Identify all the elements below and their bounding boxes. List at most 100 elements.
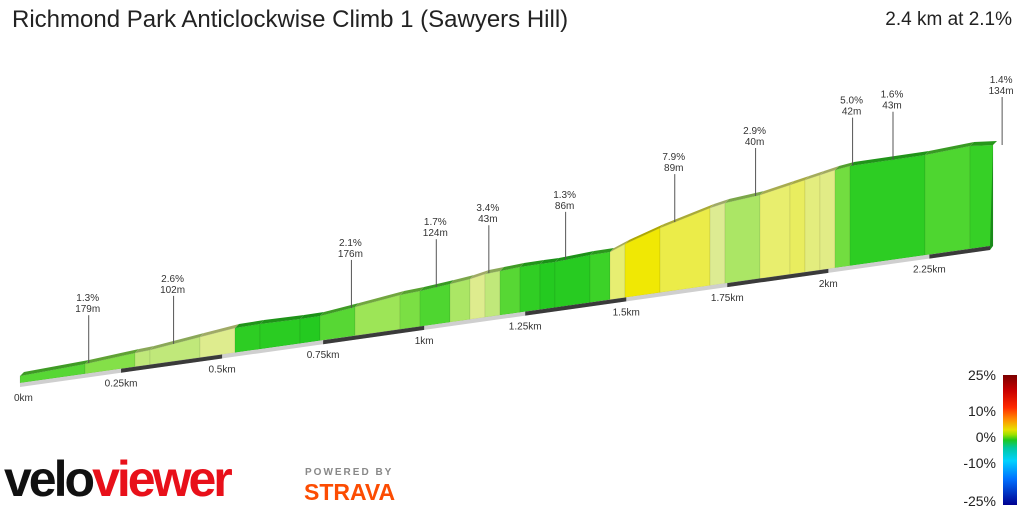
x-tick-label: 2.25km	[913, 265, 946, 276]
gradient-segment-top	[760, 181, 794, 195]
gradient-segment-top	[970, 141, 997, 146]
gradient-segment-top	[925, 142, 974, 155]
logo-viewer-text: viewer	[92, 451, 233, 507]
gradient-segment-top	[520, 260, 544, 267]
x-tick-label: 2km	[819, 279, 838, 290]
gradient-segment	[399, 290, 421, 330]
x-tick-label: 1.5km	[613, 307, 640, 318]
gradient-segment-top	[590, 248, 614, 255]
gradient-segment	[849, 154, 926, 267]
gradient-segment-top	[420, 280, 454, 291]
x-tick-label: 0km	[14, 393, 33, 404]
gradient-segment-top	[540, 258, 559, 264]
gradient-segment	[804, 174, 821, 273]
gradient-segment-top	[805, 171, 824, 180]
gradient-segment-top	[355, 291, 404, 307]
gradient-segment	[519, 263, 541, 313]
x-tick-label: 0.25km	[105, 379, 138, 390]
gradient-segment	[759, 184, 791, 279]
strava-logo: STRAVA	[304, 479, 396, 505]
gradient-color-scale: 25% 10% 0% -10% -25%	[950, 367, 1024, 510]
gradient-segment	[819, 169, 836, 271]
road-km-band	[121, 354, 223, 373]
veloviewer-logo: veloviewer	[4, 450, 233, 508]
segment-length-label: 124m	[423, 228, 448, 239]
gradient-segment	[709, 202, 726, 286]
gradient-segment	[469, 273, 486, 320]
gradient-segment-top	[710, 199, 729, 208]
x-tick-label: 0.75km	[307, 350, 340, 361]
gradient-segment	[659, 207, 711, 293]
gradient-segment-top	[470, 270, 489, 279]
scale-label-0: 0%	[975, 429, 996, 445]
segment-gradient-label: 1.7%	[424, 217, 447, 228]
x-tick-label: 1.25km	[509, 322, 542, 333]
segment-gradient-label: 1.3%	[76, 293, 99, 304]
road-km-band	[323, 325, 425, 345]
gradient-segment-top	[835, 162, 854, 170]
gradient-segment-top	[555, 251, 594, 262]
scale-label-neg25: -25%	[963, 493, 996, 509]
gradient-segment-top	[610, 240, 629, 252]
segment-gradient-label: 7.9%	[662, 152, 685, 163]
gradient-segment	[789, 179, 806, 275]
powered-by-label: POWERED BY	[305, 467, 394, 478]
gradient-segment-top	[135, 346, 154, 353]
logo-velo-text: velo	[4, 451, 95, 507]
segment-gradient-label: 3.4%	[476, 203, 499, 214]
segment-length-label: 179m	[75, 304, 100, 315]
segment-length-label: 89m	[664, 163, 683, 174]
gradient-segment-top	[400, 287, 424, 295]
gradient-segment	[724, 194, 761, 284]
gradient-segment-top	[500, 263, 524, 271]
segment-length-label: 40m	[745, 137, 764, 148]
gradient-segment	[589, 251, 611, 303]
segment-length-label: 134m	[989, 86, 1014, 97]
road-km-band	[525, 297, 627, 316]
road-km-band	[929, 246, 990, 259]
gradient-segment	[234, 323, 261, 353]
x-tick-label: 0.5km	[208, 364, 235, 375]
gradient-segment-top	[85, 349, 139, 364]
segment-length-label: 176m	[338, 249, 363, 260]
gradient-segment-top	[260, 315, 304, 324]
profile-road-base	[20, 145, 993, 387]
segment-callouts: 1.3%179m2.6%102m2.1%176m1.7%124m3.4%43m1…	[75, 75, 1014, 364]
scale-label-neg10: -10%	[963, 455, 996, 471]
gradient-segment	[609, 243, 626, 301]
gradient-segment	[499, 266, 521, 316]
segment-gradient-label: 1.6%	[881, 90, 904, 101]
gradient-segment-top	[450, 275, 474, 284]
segment-gradient-label: 1.4%	[990, 75, 1013, 86]
gradient-segment	[484, 270, 501, 318]
gradient-segment	[354, 294, 401, 337]
gradient-segment-top	[200, 324, 239, 337]
x-tick-label: 1.75km	[711, 293, 744, 304]
gradient-segment-top	[300, 312, 324, 319]
scale-label-25: 25%	[967, 367, 996, 383]
gradient-segment-top	[320, 303, 359, 316]
segment-length-label: 43m	[478, 214, 497, 225]
gradient-segment	[299, 315, 321, 344]
gradient-segment-top	[850, 151, 929, 166]
gradient-segment-top	[150, 333, 204, 350]
segment-gradient-label: 2.9%	[743, 126, 766, 137]
gradient-color-bar	[1003, 375, 1017, 505]
gradient-segment-top	[820, 166, 839, 175]
segment-gradient-label: 1.3%	[553, 190, 576, 201]
segment-length-label: 102m	[160, 285, 185, 296]
profile-top-edges	[20, 141, 997, 376]
gradient-segment	[924, 145, 971, 256]
gradient-segment	[419, 283, 451, 327]
segment-length-label: 86m	[555, 201, 574, 212]
road-km-band	[727, 268, 829, 288]
scale-label-10: 10%	[967, 403, 996, 419]
gradient-segment	[449, 278, 471, 323]
gradient-segment-top	[660, 204, 714, 228]
x-tick-label: 1km	[415, 336, 434, 347]
gradient-segment	[539, 261, 556, 310]
profile-end-cap	[990, 145, 993, 250]
gradient-segment-top	[790, 176, 809, 185]
gradient-segment	[969, 144, 994, 250]
